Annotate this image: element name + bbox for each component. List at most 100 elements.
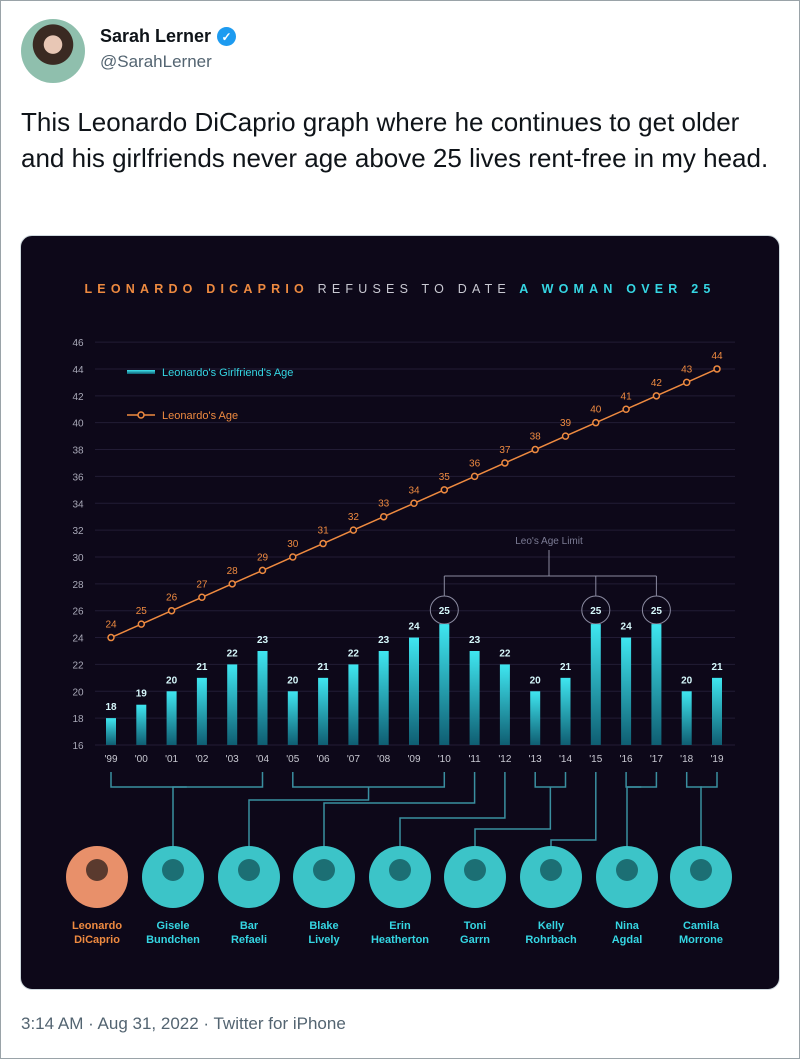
y-tick-label: 28 [72,580,84,591]
bar-value-label: 21 [711,662,723,673]
leo-age-point [228,580,236,588]
y-tick-label: 42 [72,392,84,403]
x-tick-label: '09 [407,754,420,765]
leo-age-point [531,445,539,454]
leo-age-label: 38 [530,432,542,443]
leo-age-label: 29 [257,552,269,563]
bar-value-label: 25 [651,606,663,617]
person-photo-face [690,859,712,881]
y-tick-label: 46 [72,338,84,349]
leo-age-label: 27 [196,579,208,590]
person-photo-face [389,859,411,881]
leo-age-label: 24 [105,620,117,631]
person-name: Heatherton [371,934,429,946]
y-tick-label: 24 [72,634,84,645]
girlfriend-age-bar [287,691,298,745]
bracket-connector [550,772,597,847]
person-photo-face [464,859,486,881]
year-bracket [685,772,718,788]
tweet-timestamp[interactable]: 3:14 AM · Aug 31, 2022 · Twitter for iPh… [21,1014,346,1033]
leo-age-point [167,606,176,615]
bracket-connector [172,786,187,847]
person-photo-face [313,859,335,881]
leo-age-label: 28 [227,566,239,577]
age-limit-circle [581,595,611,625]
leo-age-point [137,620,146,628]
leo-age-label: 37 [499,445,511,456]
girlfriend-age-bar [651,624,662,745]
age-limit-circle [429,595,459,625]
bar-value-label: 23 [257,635,269,646]
x-tick-label: '16 [620,754,633,765]
y-tick-label: 16 [72,741,84,752]
y-tick-label: 20 [72,687,84,698]
leo-age-point [379,512,388,521]
bar-value-label: 23 [378,635,390,646]
girlfriend-age-bar [136,704,147,745]
legend-girlfriend-label: Leonardo's Girlfriend's Age [162,367,293,379]
x-tick-label: '07 [347,754,360,765]
bar-value-label: 22 [348,648,360,659]
person-photo-face [540,859,562,881]
girlfriend-age-bar [196,677,207,745]
bar-value-label: 23 [469,635,481,646]
girlfriend-age-bar [348,664,359,745]
leo-age-point [198,593,206,602]
title-part-2: REFUSES TO DATE [317,282,511,296]
x-tick-label: '13 [529,754,542,765]
x-tick-label: '05 [286,754,299,765]
bar-value-label: 20 [530,675,542,686]
avatar[interactable] [21,19,85,83]
x-tick-label: '14 [559,754,572,765]
x-tick-label: '99 [104,754,117,765]
bar-value-label: 20 [681,675,693,686]
x-tick-label: '06 [317,754,330,765]
x-tick-label: '02 [195,754,208,765]
y-tick-label: 40 [72,419,84,430]
bracket-connector [700,786,702,847]
x-tick-label: '19 [710,754,723,765]
person-name: Toni [464,920,486,932]
leo-age-point [561,432,570,440]
leo-age-point [682,378,691,387]
y-tick-label: 36 [72,472,84,483]
girlfriend-age-bar [439,624,450,745]
girlfriend-age-bar [378,650,389,745]
x-tick-label: '01 [165,754,178,765]
girlfriend-age-bar [621,637,632,745]
bar-value-label: 19 [136,689,148,700]
person-name: Kelly [538,920,565,932]
author-name-text[interactable]: Sarah Lerner [100,26,212,46]
leo-age-point [501,459,509,467]
x-tick-label: '12 [498,754,511,765]
girlfriend-age-bar [318,677,329,745]
year-bracket [625,772,658,788]
legend-bar-swatch [127,370,155,374]
girlfriend-age-bar [166,691,177,745]
bracket-connector [323,772,476,847]
leo-age-label: 30 [287,539,299,550]
x-tick-label: '03 [226,754,239,765]
leo-age-point [258,566,267,575]
leo-age-label: 34 [408,485,420,496]
x-tick-label: '04 [256,754,269,765]
leo-age-label: 26 [166,593,178,604]
leo-age-label: 40 [590,405,602,416]
person-name: Blake [309,920,338,932]
leo-age-point [410,499,418,508]
girlfriend-age-bar [409,637,419,745]
author-name[interactable]: Sarah Lerner ✓ [100,26,237,47]
girlfriend-age-bar [469,650,480,745]
y-tick-label: 34 [72,499,84,510]
leo-age-label: 43 [681,364,693,375]
legend-leo-label: Leonardo's Age [162,410,238,422]
leo-age-point [470,472,479,481]
x-tick-label: '17 [650,754,663,765]
girlfriend-age-bar [590,624,601,745]
girlfriend-age-bar [560,677,571,745]
bracket-connector [399,772,506,847]
bar-value-label: 25 [590,606,602,617]
author-handle[interactable]: @SarahLerner [100,52,212,71]
person-name: Leonardo [72,920,122,932]
